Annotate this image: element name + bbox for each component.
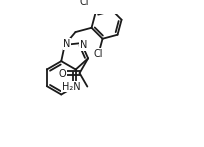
Text: N: N <box>80 40 87 50</box>
Text: N: N <box>63 39 71 49</box>
Text: Cl: Cl <box>80 0 89 7</box>
Text: H₂N: H₂N <box>62 82 81 92</box>
Text: O: O <box>59 69 66 79</box>
Text: Cl: Cl <box>94 49 103 59</box>
